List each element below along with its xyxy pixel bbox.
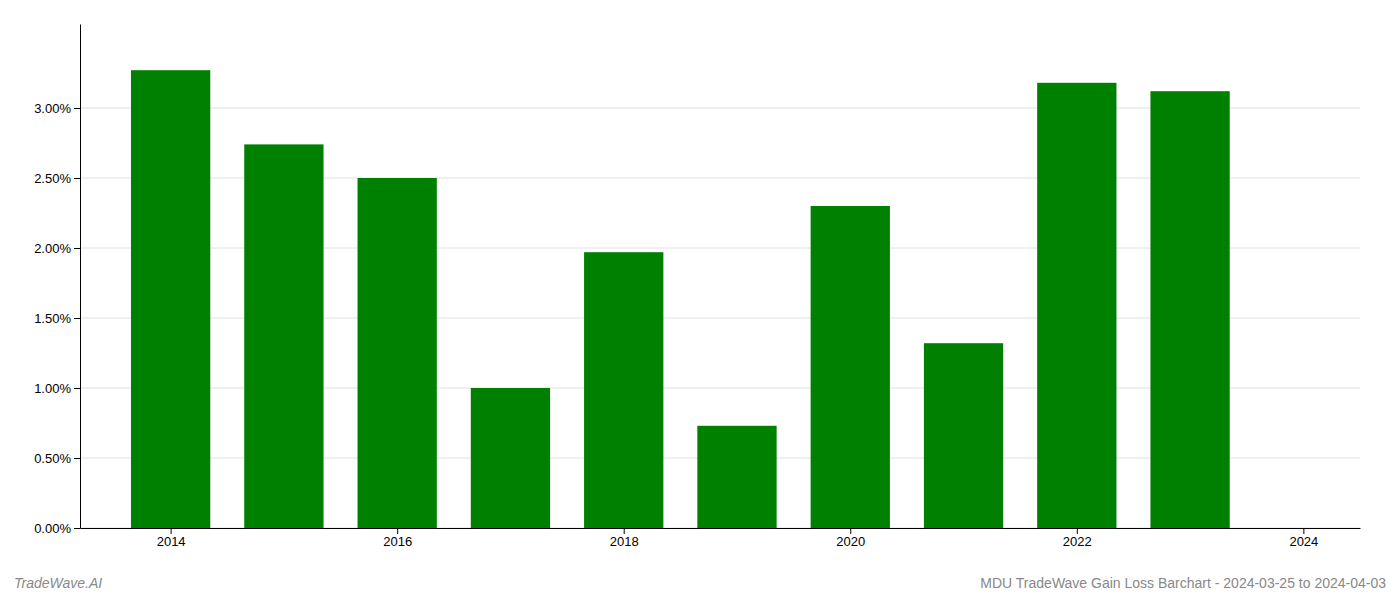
chart: 2014 2016 2018 2020 2022 2024 0.00% 0.50% 1.00% 1…: [0, 0, 1400, 600]
y-tick-label: 1.50%: [34, 311, 71, 326]
y-axis: 0.00% 0.50% 1.00% 1.50% 2.00% 2.50% 3.00%: [34, 25, 80, 536]
bar: [358, 178, 437, 528]
bar: [697, 426, 776, 528]
y-axis-line: [80, 25, 81, 529]
y-tick-label: 2.00%: [34, 241, 71, 256]
y-tick-mark: [74, 318, 80, 319]
y-tick-label: 0.50%: [34, 451, 71, 466]
x-tick: 2014: [157, 528, 186, 549]
y-tick: 1.00%: [34, 381, 80, 396]
bar: [131, 70, 210, 528]
x-tick-label: 2022: [1063, 534, 1092, 549]
x-tick-mark: [1077, 528, 1078, 534]
y-tick-label: 2.50%: [34, 171, 71, 186]
x-tick-mark: [850, 528, 851, 534]
x-tick-label: 2014: [157, 534, 186, 549]
x-tick-mark: [624, 528, 625, 534]
x-tick: 2022: [1063, 528, 1092, 549]
bar: [471, 388, 550, 528]
x-tick: 2016: [383, 528, 412, 549]
bars: [131, 70, 1230, 528]
y-tick-label: 1.00%: [34, 381, 71, 396]
footer-right: MDU TradeWave Gain Loss Barchart - 2024-…: [980, 575, 1386, 591]
x-tick-label: 2024: [1289, 534, 1318, 549]
bar: [1037, 83, 1116, 528]
y-tick: 1.50%: [34, 311, 80, 326]
bar: [1150, 91, 1229, 528]
y-tick: 2.50%: [34, 171, 80, 186]
y-tick-mark: [74, 108, 80, 109]
plot: 2014 2016 2018 2020 2022 2024 0.00% 0.50% 1.00% 1…: [34, 25, 1360, 550]
x-tick-mark: [171, 528, 172, 534]
y-tick: 2.00%: [34, 241, 80, 256]
x-tick-label: 2018: [610, 534, 639, 549]
y-tick: 0.00%: [34, 521, 80, 536]
x-tick: 2018: [610, 528, 639, 549]
y-tick-label: 0.00%: [34, 521, 71, 536]
x-tick-label: 2016: [383, 534, 412, 549]
y-tick-mark: [74, 528, 80, 529]
x-tick-mark: [397, 528, 398, 534]
y-tick: 0.50%: [34, 451, 80, 466]
bar: [811, 206, 890, 528]
y-tick-mark: [74, 248, 80, 249]
x-tick: 2024: [1289, 528, 1318, 549]
bar: [244, 144, 323, 528]
footer-left: TradeWave.AI: [14, 575, 102, 591]
x-axis: 2014 2016 2018 2020 2022 2024: [81, 528, 1361, 549]
y-tick-mark: [74, 458, 80, 459]
bar: [924, 343, 1003, 528]
y-tick-mark: [74, 388, 80, 389]
x-axis-line: [81, 528, 1361, 529]
x-tick-label: 2020: [836, 534, 865, 549]
y-tick: 3.00%: [34, 101, 80, 116]
y-tick-label: 3.00%: [34, 101, 71, 116]
x-tick-mark: [1303, 528, 1304, 534]
bar: [584, 252, 663, 528]
y-tick-mark: [74, 178, 80, 179]
x-tick: 2020: [836, 528, 865, 549]
